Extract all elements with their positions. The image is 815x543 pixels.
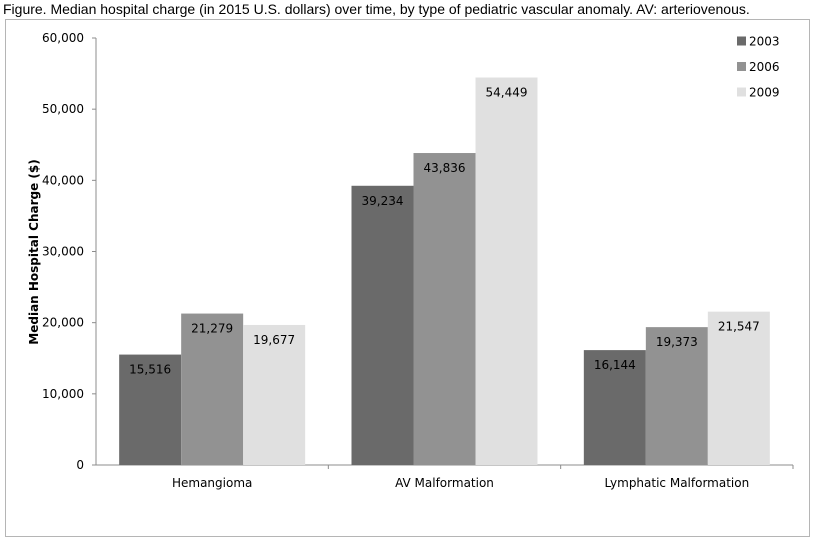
y-tick-label: 10,000 xyxy=(42,387,84,401)
data-labels: 15,516 39,234 16,144 21,279 43,836 19,373 19,6… xyxy=(129,86,760,377)
bar xyxy=(707,311,770,465)
bar xyxy=(475,77,538,466)
figure-caption: Figure. Median hospital charge (in 2015 … xyxy=(3,1,750,17)
bar xyxy=(583,350,646,465)
legend-swatch xyxy=(737,87,746,97)
x-tick-label: Lymphatic Malformation xyxy=(604,476,749,490)
y-tick-label: 30,000 xyxy=(42,245,84,259)
data-label: 39,234 xyxy=(362,194,404,208)
bar xyxy=(119,354,182,465)
y-tick-label: 40,000 xyxy=(42,173,84,187)
data-label: 21,279 xyxy=(191,322,233,336)
x-tick-label: AV Malformation xyxy=(395,476,494,490)
bar xyxy=(413,153,476,465)
data-label: 21,547 xyxy=(718,320,760,334)
y-tick-label: 20,000 xyxy=(42,316,84,330)
y-tick-label: 50,000 xyxy=(42,102,84,116)
bar xyxy=(243,324,306,465)
y-tick-label: 0 xyxy=(76,458,84,472)
legend-label: 2006 xyxy=(749,60,780,74)
legend-label: 2003 xyxy=(749,35,780,49)
data-label: 15,516 xyxy=(129,363,171,377)
data-label: 43,836 xyxy=(424,161,466,175)
y-tick-label: 60,000 xyxy=(42,31,84,45)
data-label: 19,373 xyxy=(656,335,698,349)
legend-swatch xyxy=(737,62,746,71)
data-label: 16,144 xyxy=(594,358,636,372)
bar xyxy=(181,313,244,465)
bars xyxy=(119,77,770,466)
legend: 2003 2006 2009 xyxy=(737,35,780,100)
chart-frame xyxy=(5,19,810,537)
data-label: 54,449 xyxy=(486,86,528,100)
x-tick-label: Hemangioma xyxy=(172,476,252,490)
y-axis-label: Median Hospital Charge ($) xyxy=(27,159,41,344)
bar xyxy=(351,185,414,465)
data-label: 19,677 xyxy=(253,333,295,347)
legend-swatch xyxy=(737,36,746,46)
bar xyxy=(645,327,708,465)
legend-label: 2009 xyxy=(749,86,780,100)
